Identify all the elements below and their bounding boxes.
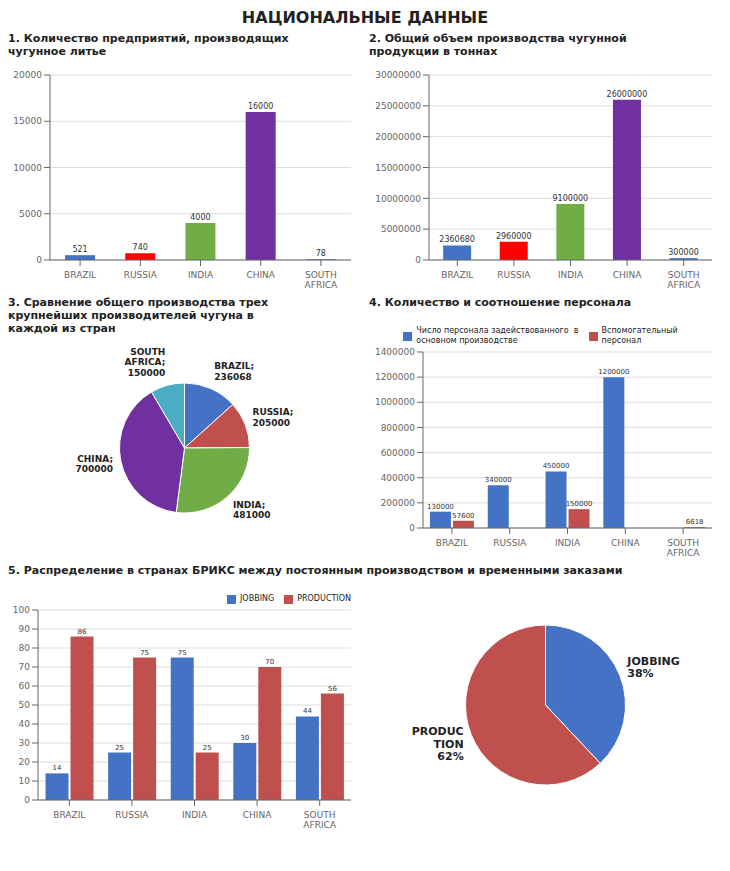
svg-text:RUSSIA: RUSSIA <box>124 270 158 280</box>
svg-text:100: 100 <box>13 605 30 615</box>
svg-text:78: 78 <box>316 249 326 258</box>
svg-text:150000: 150000 <box>566 500 593 508</box>
svg-text:10000: 10000 <box>13 163 42 173</box>
svg-text:CHINA: CHINA <box>246 270 275 280</box>
svg-text:800000: 800000 <box>381 423 416 433</box>
svg-text:PRODUCTION62%: PRODUCTION62% <box>412 725 464 763</box>
html-text:3. Сравнение общего производст: 3. Сравнение общего производства трех кр… <box>8 296 269 335</box>
html-text:НАЦИОНАЛЬНЫЕ ДАННЫЕ: НАЦИОНАЛЬНЫЕ ДАННЫЕ <box>241 8 489 27</box>
svg-text:50: 50 <box>19 700 31 710</box>
svg-text:0: 0 <box>24 795 30 805</box>
svg-text:SOUTHAFRICA: SOUTHAFRICA <box>305 270 339 290</box>
svg-text:9100000: 9100000 <box>553 194 589 203</box>
html-text:1. Количество предприятий, про: 1. Количество предприятий, производящих … <box>8 32 289 58</box>
svg-text:2360680: 2360680 <box>439 235 475 244</box>
svg-text:RUSSIA;205000: RUSSIA;205000 <box>253 407 294 427</box>
svg-text:1000000: 1000000 <box>375 397 415 407</box>
svg-text:RUSSIA: RUSSIA <box>497 270 531 280</box>
svg-text:INDIA: INDIA <box>558 270 584 280</box>
svg-text:1200000: 1200000 <box>375 372 415 382</box>
svg-text:16000: 16000 <box>248 102 273 111</box>
svg-text:JOBBING38%: JOBBING38% <box>626 655 680 681</box>
html-text:5. Распределение в странах БРИ: 5. Распределение в странах БРИКС между п… <box>8 564 623 577</box>
svg-text:300000: 300000 <box>668 248 699 257</box>
svg-text:CHINA: CHINA <box>243 810 272 820</box>
svg-text:CHINA: CHINA <box>613 270 642 280</box>
html-text:Вспомогательный персонал: Вспомогательный персонал <box>601 326 678 345</box>
svg-text:15000000: 15000000 <box>375 163 421 173</box>
svg-text:450000: 450000 <box>543 462 570 470</box>
svg-text:6618: 6618 <box>686 518 704 526</box>
svg-text:INDIA: INDIA <box>555 538 581 548</box>
html-text:JOBBING: JOBBING <box>240 594 275 603</box>
svg-text:10000000: 10000000 <box>375 194 421 204</box>
html-text:2. Общий объем производства чу: 2. Общий объем производства чугунной про… <box>369 32 627 58</box>
svg-text:SOUTHAFRICA;150000: SOUTHAFRICA;150000 <box>125 347 166 378</box>
svg-text:RUSSIA: RUSSIA <box>115 810 149 820</box>
svg-text:44: 44 <box>303 707 312 715</box>
svg-text:400000: 400000 <box>381 473 416 483</box>
svg-text:0: 0 <box>36 255 42 265</box>
svg-text:CHINA: CHINA <box>611 538 640 548</box>
svg-text:25: 25 <box>203 744 212 752</box>
svg-text:SOUTHAFRICA: SOUTHAFRICA <box>667 270 701 290</box>
svg-text:INDIA: INDIA <box>188 270 214 280</box>
svg-text:BRAZIL;236068: BRAZIL;236068 <box>214 361 254 381</box>
svg-text:BRAZIL: BRAZIL <box>441 270 473 280</box>
svg-text:30000000: 30000000 <box>375 70 421 80</box>
svg-text:20000: 20000 <box>13 70 42 80</box>
svg-text:600000: 600000 <box>381 448 416 458</box>
html-text:Число персонала задействованно: Число персонала задействованного в основ… <box>416 326 579 345</box>
svg-text:5000: 5000 <box>19 209 42 219</box>
svg-text:1400000: 1400000 <box>375 347 415 357</box>
svg-text:30: 30 <box>19 738 31 748</box>
svg-text:BRAZIL: BRAZIL <box>53 810 85 820</box>
svg-text:1200000: 1200000 <box>598 368 629 376</box>
svg-text:14: 14 <box>53 764 62 772</box>
svg-text:INDIA;481000: INDIA;481000 <box>233 500 271 520</box>
svg-text:10: 10 <box>19 776 31 786</box>
svg-text:340000: 340000 <box>485 476 512 484</box>
svg-text:521: 521 <box>72 245 87 254</box>
svg-text:2960000: 2960000 <box>496 232 532 241</box>
svg-text:0: 0 <box>409 523 415 533</box>
svg-text:20000000: 20000000 <box>375 132 421 142</box>
svg-text:80: 80 <box>19 643 31 653</box>
svg-text:SOUTHAFRICA: SOUTHAFRICA <box>303 810 337 830</box>
svg-text:130000: 130000 <box>427 503 454 511</box>
svg-text:INDIA: INDIA <box>182 810 208 820</box>
svg-text:15000: 15000 <box>13 116 42 126</box>
svg-text:740: 740 <box>133 243 148 252</box>
svg-text:75: 75 <box>178 649 187 657</box>
svg-text:75: 75 <box>140 649 149 657</box>
svg-text:60: 60 <box>19 681 31 691</box>
svg-text:200000: 200000 <box>381 498 416 508</box>
svg-text:26000000: 26000000 <box>607 90 648 99</box>
svg-text:25: 25 <box>115 744 124 752</box>
html-text:PRODUCTION: PRODUCTION <box>297 594 351 603</box>
svg-text:86: 86 <box>78 628 87 636</box>
svg-text:70: 70 <box>265 658 274 666</box>
svg-text:56: 56 <box>328 685 337 693</box>
svg-text:70: 70 <box>19 662 31 672</box>
svg-text:20: 20 <box>19 757 31 767</box>
svg-text:BRAZIL: BRAZIL <box>436 538 468 548</box>
html-text:4. Количество и соотношение пе: 4. Количество и соотношение персонала <box>369 296 632 309</box>
svg-text:57600: 57600 <box>452 512 474 520</box>
svg-text:BRAZIL: BRAZIL <box>64 270 96 280</box>
svg-text:SOUTHAFRICA: SOUTHAFRICA <box>667 538 701 558</box>
svg-text:30: 30 <box>240 734 249 742</box>
svg-text:90: 90 <box>19 624 31 634</box>
svg-text:RUSSIA: RUSSIA <box>493 538 527 548</box>
svg-text:5000000: 5000000 <box>381 224 421 234</box>
svg-text:25000000: 25000000 <box>375 101 421 111</box>
svg-text:CHINA;700000: CHINA;700000 <box>75 454 113 474</box>
svg-text:40: 40 <box>19 719 31 729</box>
svg-text:4000: 4000 <box>190 213 210 222</box>
svg-text:0: 0 <box>415 255 421 265</box>
